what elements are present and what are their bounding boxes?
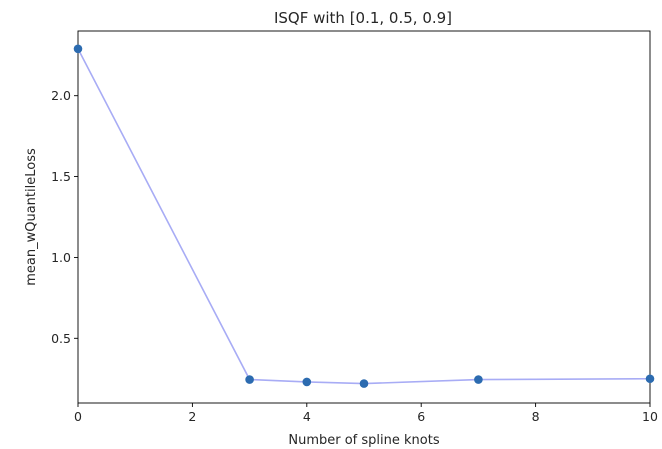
plot-area (77, 30, 651, 404)
data-point (359, 379, 369, 388)
x-tick-label: 8 (532, 409, 540, 424)
data-point (245, 375, 254, 384)
y-tick-label: 2.0 (51, 88, 71, 103)
x-tick-label: 4 (303, 409, 311, 424)
data-point (474, 375, 483, 384)
data-point (73, 44, 83, 54)
x-tick-label: 0 (74, 409, 82, 424)
y-tick-label: 1.5 (51, 169, 71, 184)
y-tick-label: 0.5 (51, 331, 71, 346)
y-tick-label: 1.0 (51, 250, 71, 265)
x-axis-label: Number of spline knots (288, 433, 439, 448)
series-line (77, 48, 651, 385)
x-tick-label: 2 (188, 409, 196, 424)
y-axis: 0.5 1.0 1.5 2.0 (51, 88, 78, 346)
x-tick-label: 10 (642, 409, 658, 424)
data-point (645, 374, 655, 384)
x-axis: 0 2 4 6 8 10 (74, 403, 658, 424)
y-axis-label: mean_wQuantileLoss (24, 148, 39, 286)
plot-frame (77, 30, 651, 404)
data-point (302, 377, 312, 387)
chart-title: ISQF with [0.1, 0.5, 0.9] (274, 9, 452, 27)
series-layer (73, 44, 655, 388)
x-tick-label: 6 (417, 409, 425, 424)
